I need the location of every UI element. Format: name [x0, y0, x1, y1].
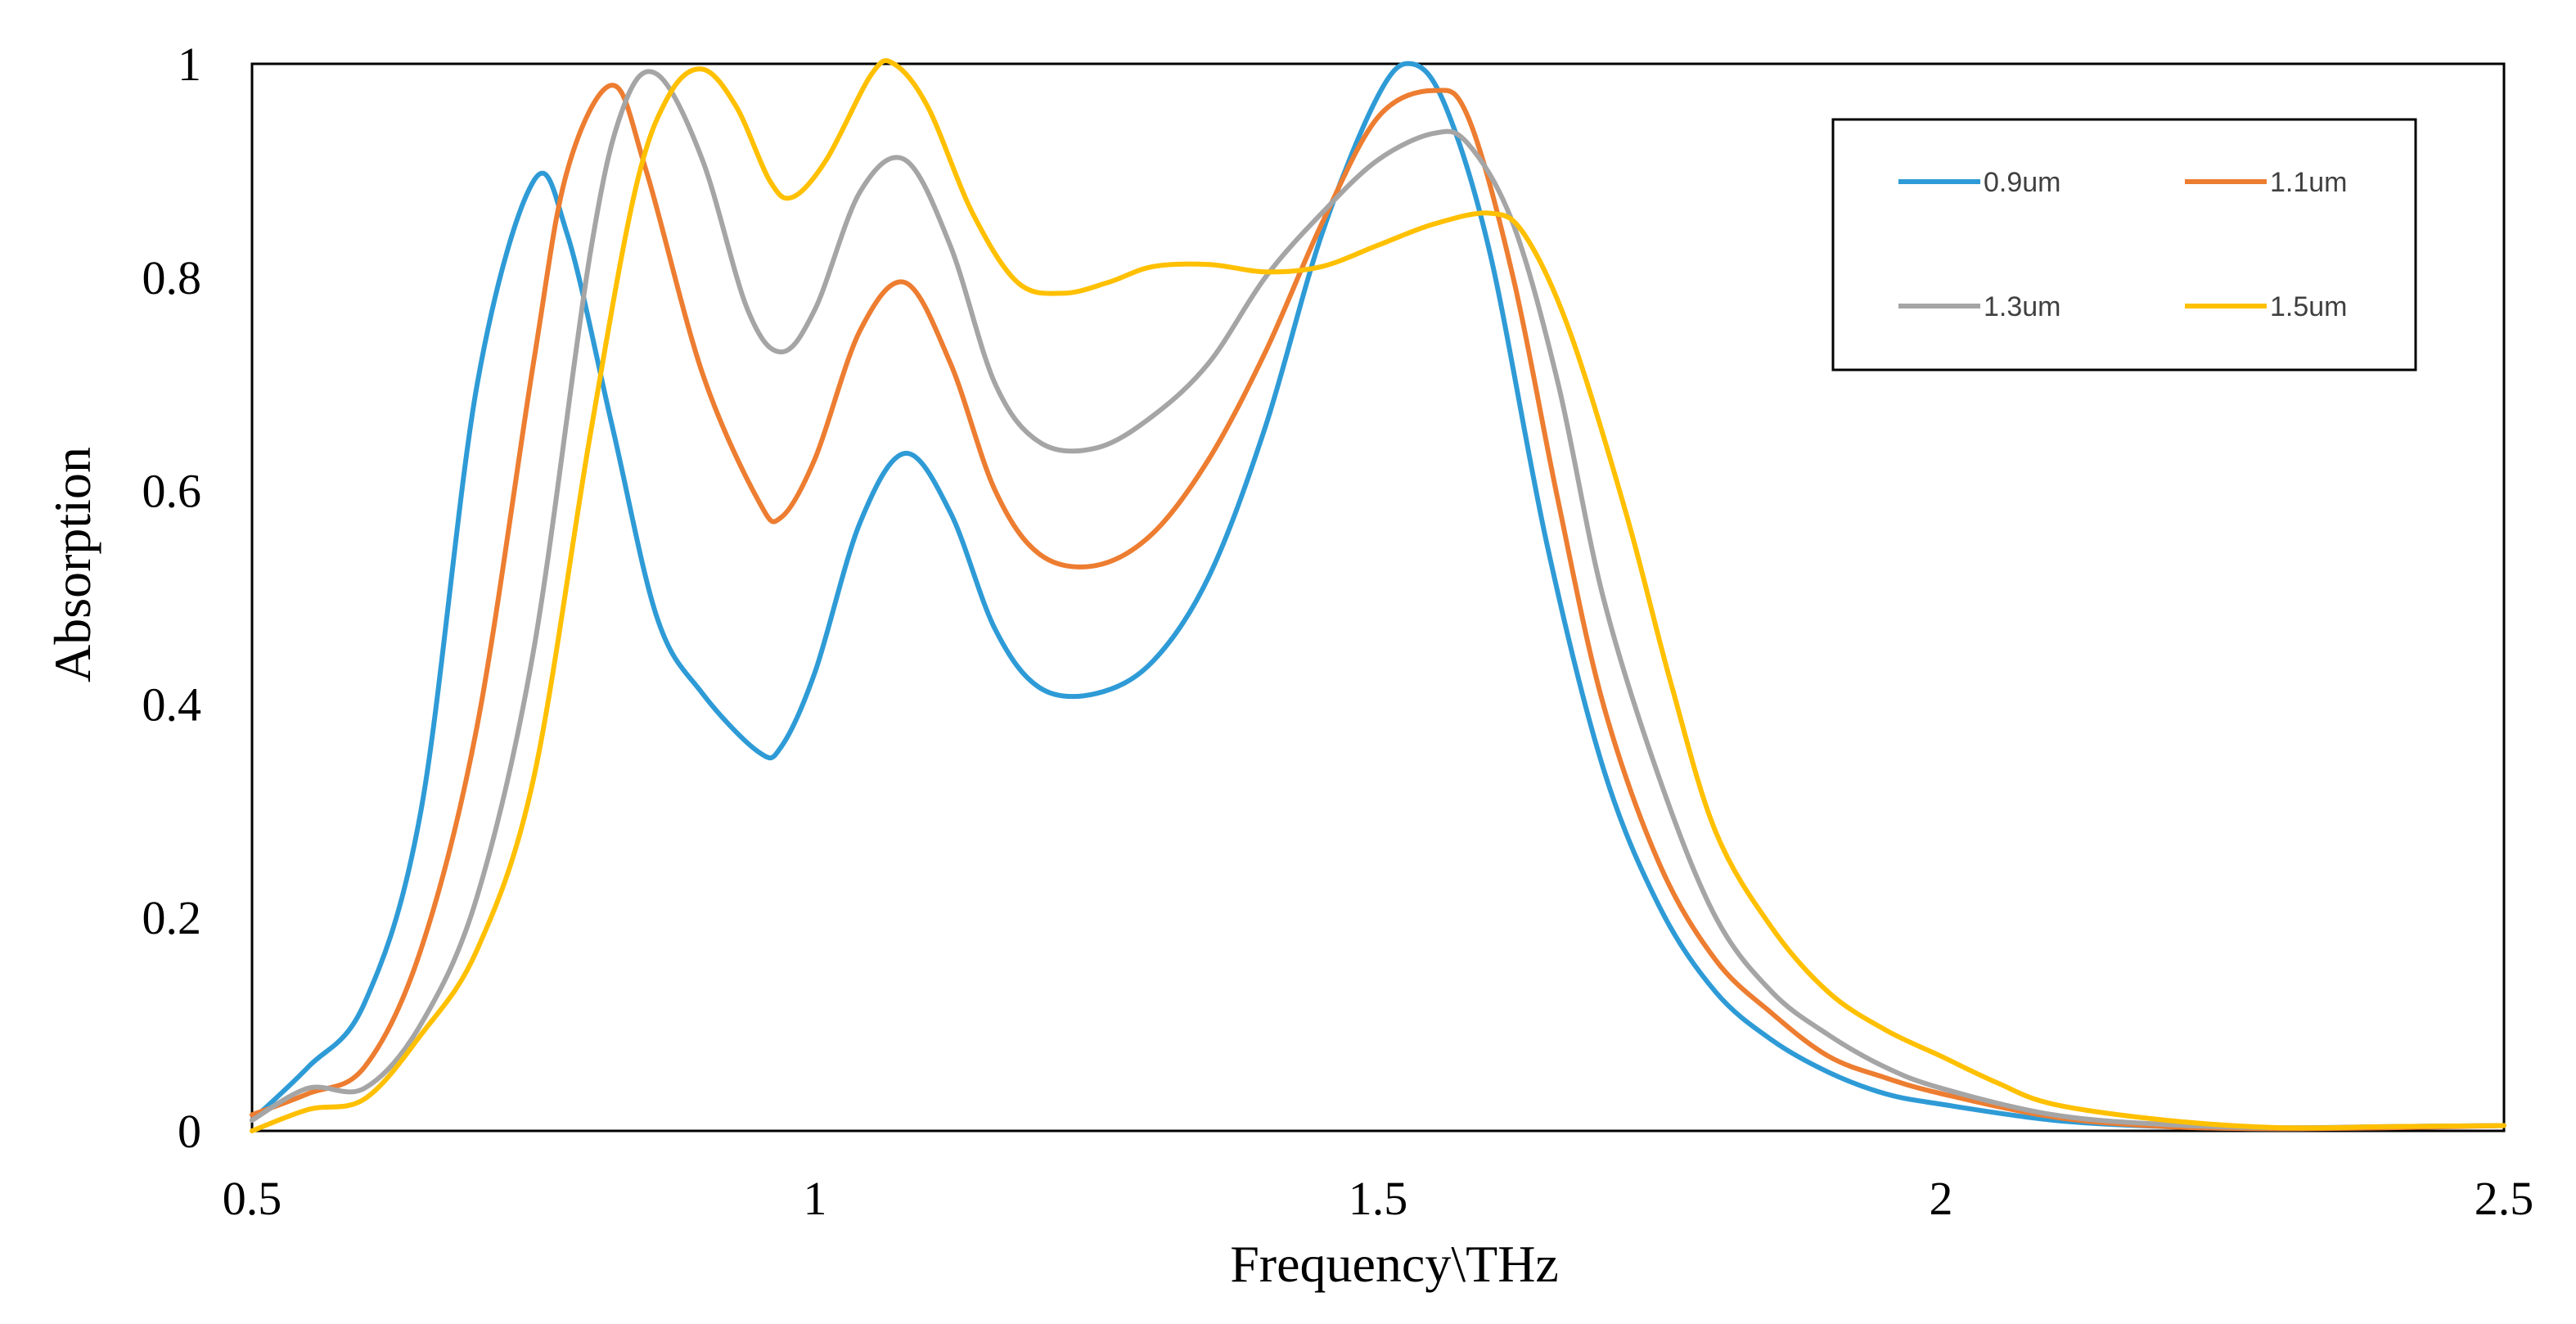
y-tick-label: 0	[178, 1105, 201, 1158]
legend-label: 0.9um	[1984, 167, 2061, 198]
y-tick-label: 0.8	[142, 251, 202, 304]
y-tick-label: 0.6	[142, 465, 202, 518]
series-line-1-5um	[250, 58, 2506, 1133]
y-tick-label: 0.2	[142, 891, 202, 944]
series-layer	[250, 58, 2506, 1133]
legend-box	[1831, 118, 2417, 372]
legend-label: 1.1um	[2270, 167, 2348, 198]
x-tick-label: 2	[1930, 1172, 1953, 1225]
plot-area-frame	[250, 62, 2506, 1133]
x-tick-label: 2.5	[2475, 1172, 2534, 1225]
y-axis-title: Absorption	[43, 447, 101, 682]
y-tick-label: 0.4	[142, 678, 202, 731]
legend-label: 1.3um	[1984, 291, 2061, 322]
y-axis-ticks: 0 0.2 0.4 0.6 0.8 1	[142, 38, 202, 1158]
series-line-1-1um	[250, 83, 2506, 1132]
legend-label: 1.5um	[2270, 291, 2348, 322]
series-line-0-9um	[250, 61, 2506, 1132]
x-axis-title: Frequency\THz	[1230, 1235, 1559, 1293]
legend: 0.9um 1.1um 1.3um 1.5um	[1831, 118, 2417, 372]
x-tick-label: 0.5	[223, 1172, 282, 1225]
legend-items: 0.9um 1.1um 1.3um 1.5um	[1898, 167, 2348, 322]
x-tick-label: 1	[804, 1172, 827, 1225]
x-axis-ticks: 0.5 1 1.5 2 2.5	[223, 1172, 2534, 1225]
y-tick-label: 1	[178, 38, 201, 91]
x-tick-label: 1.5	[1349, 1172, 1408, 1225]
series-line-1-3um	[250, 69, 2506, 1131]
